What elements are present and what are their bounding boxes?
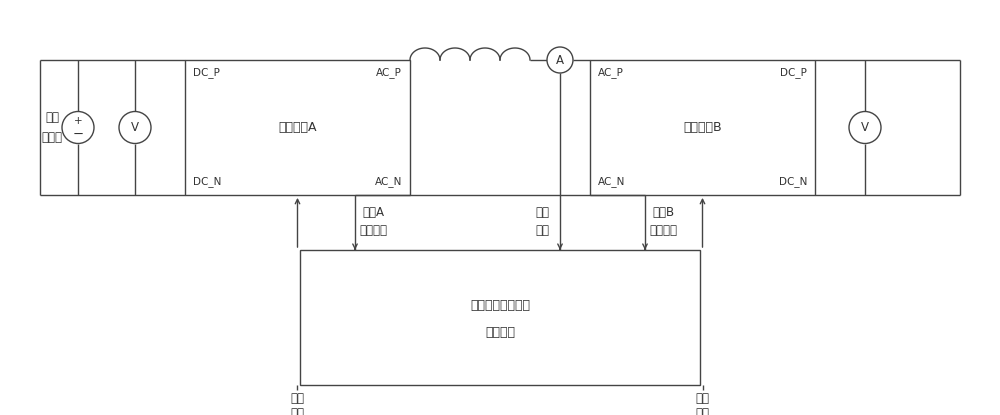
Text: AC_P: AC_P <box>376 68 402 78</box>
Circle shape <box>62 112 94 144</box>
Text: 信号: 信号 <box>290 407 304 415</box>
Text: AC_P: AC_P <box>598 68 624 78</box>
Text: 功率模块对拖测试: 功率模块对拖测试 <box>470 299 530 312</box>
Text: 功率单元A: 功率单元A <box>278 121 317 134</box>
Text: DC_N: DC_N <box>193 176 221 188</box>
Circle shape <box>849 112 881 144</box>
Text: −: − <box>72 128 84 141</box>
Text: AC_N: AC_N <box>375 176 402 188</box>
Text: 控制平台: 控制平台 <box>485 326 515 339</box>
Text: 单元A: 单元A <box>362 206 384 219</box>
Bar <box>185 60 410 195</box>
Text: 交流: 交流 <box>535 206 549 219</box>
Circle shape <box>547 47 573 73</box>
Bar <box>300 250 700 385</box>
Text: 直流电压: 直流电压 <box>649 224 677 237</box>
Text: 单元B: 单元B <box>652 206 674 219</box>
Text: 驱动: 驱动 <box>290 391 304 405</box>
Text: 直流电压: 直流电压 <box>359 224 387 237</box>
Text: AC_N: AC_N <box>598 176 625 188</box>
Text: V: V <box>131 121 139 134</box>
Text: DC_P: DC_P <box>780 68 807 78</box>
Text: 驱动: 驱动 <box>696 391 710 405</box>
Text: 功率单元B: 功率单元B <box>683 121 722 134</box>
Text: 信号: 信号 <box>696 407 710 415</box>
Bar <box>590 60 815 195</box>
Circle shape <box>119 112 151 144</box>
Text: DC_P: DC_P <box>193 68 220 78</box>
Text: A: A <box>556 54 564 66</box>
Text: +: + <box>74 115 82 125</box>
Text: 直流: 直流 <box>45 111 59 124</box>
Text: 电流: 电流 <box>535 224 549 237</box>
Text: DC_N: DC_N <box>779 176 807 188</box>
Text: V: V <box>861 121 869 134</box>
Text: 电压源: 电压源 <box>42 131 62 144</box>
